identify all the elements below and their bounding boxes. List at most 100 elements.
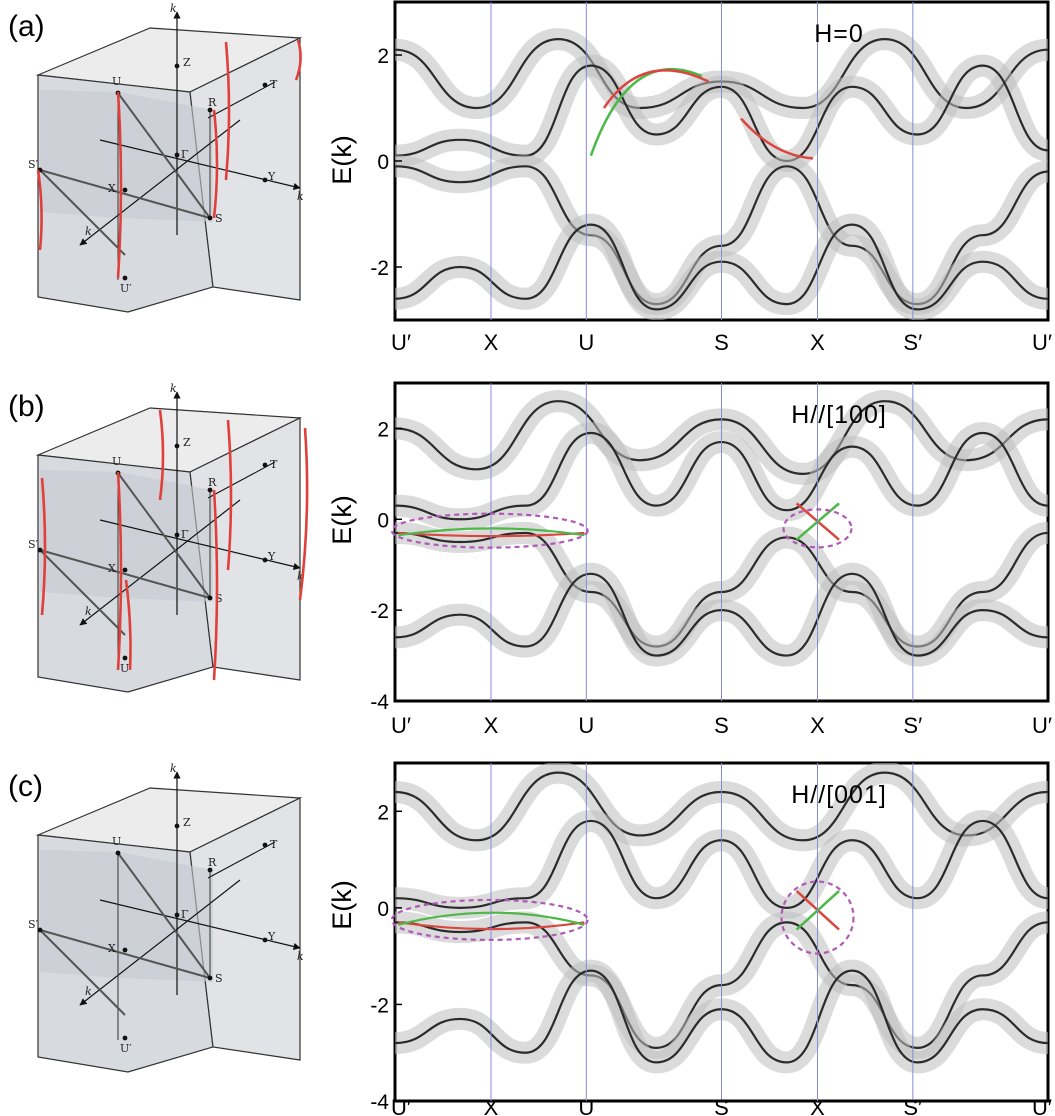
- bz-point-dot: [207, 867, 213, 873]
- bz-point-x: X: [108, 942, 116, 955]
- bz-point-dot: [262, 842, 268, 848]
- bz-point-dot: [207, 215, 213, 221]
- band-plot: H//[001] 2 0 -2 -4 E(k) U′ X U S X S′ U′: [327, 761, 1052, 1116]
- band-plot: H//[100] 2 0 -2 -4 E(k) U′ X U S X S′ U′: [327, 381, 1052, 738]
- brillouin-zone-diagrams: (a) k Z T U R Γ Yk S′ X Sk U′ (b) k Z T U R Γ Yk S′ X Sk U′ (c) k…: [8, 2, 309, 1073]
- k-point-label: X: [810, 330, 825, 355]
- cube-inner-plane: [40, 470, 213, 602]
- highlight-ellipse: [782, 508, 853, 549]
- nodal-line: [298, 427, 309, 601]
- band-line: [395, 819, 1048, 909]
- bz-point-dot: [174, 63, 180, 69]
- k-point-label: U: [578, 713, 594, 738]
- bz-point-dot: [262, 937, 268, 943]
- k-point-label: S: [714, 1095, 729, 1116]
- bz-point-z: Z: [183, 56, 191, 69]
- bz-point-uprime: U′: [120, 282, 132, 295]
- bz-point-dot: [174, 152, 180, 158]
- nodal-line: [226, 419, 233, 571]
- k-point-label: X: [484, 330, 499, 355]
- y-tick-label: -2: [370, 257, 389, 280]
- bz-point-dot: [262, 177, 268, 183]
- bz-point-y: Y: [267, 930, 276, 943]
- gamma-t-line: [207, 841, 276, 879]
- y-tick-label: 2: [377, 801, 389, 824]
- band-line: [395, 223, 1048, 311]
- bz-point-dot: [207, 595, 213, 601]
- bz-point-dot: [122, 947, 128, 953]
- field-label: H=0: [814, 20, 864, 48]
- k-point-label: X: [810, 713, 825, 738]
- bz-point-dot: [207, 975, 213, 981]
- bz-point-x: X: [108, 182, 116, 195]
- panel-label: (b): [8, 390, 45, 423]
- bz-point-dot: [122, 187, 128, 193]
- y-tick-label: -2: [370, 600, 389, 623]
- y-tick-label: 0: [377, 898, 389, 921]
- bz-point-r: R: [208, 476, 217, 489]
- k-point-label: U′: [1032, 713, 1052, 738]
- bz-point-dot: [37, 927, 43, 933]
- u-s-line: [117, 472, 211, 599]
- bz-point-dot: [174, 532, 180, 538]
- k-point-label: S: [714, 713, 729, 738]
- y-tick-label: -4: [370, 691, 389, 714]
- gamma-t-line: [207, 461, 276, 499]
- nodal-line: [116, 91, 123, 279]
- ky-axis-label: k: [297, 190, 304, 203]
- bz-point-s: S: [215, 972, 223, 985]
- y-axis-label: E(k): [327, 880, 357, 930]
- bz-point-u: U: [112, 835, 121, 848]
- y-tick-label: -2: [370, 994, 389, 1017]
- gamma-t-line: [207, 81, 276, 119]
- bz-point-z: Z: [183, 436, 191, 449]
- bz-point-s: S: [215, 592, 223, 605]
- nodal-line: [124, 579, 132, 671]
- k-point-label: U′: [391, 330, 411, 355]
- nodal-line: [224, 41, 231, 181]
- bz-point-sprime: S′: [28, 918, 39, 931]
- bz-point-dot: [115, 850, 121, 856]
- bz-point-sprime: S′: [28, 158, 39, 171]
- sprime-s-line: [39, 169, 211, 219]
- y-tick-label: 2: [377, 418, 389, 441]
- y-axis-label: E(k): [327, 495, 357, 545]
- field-label: H//[100]: [791, 401, 887, 429]
- kx-axis-label: k: [85, 605, 92, 618]
- highlight-ellipse: [390, 898, 589, 942]
- highlight-ellipse: [780, 880, 855, 955]
- k-point-label: S′: [903, 330, 922, 355]
- panel-label: (c): [8, 770, 43, 803]
- kx-axis: [79, 119, 241, 246]
- sprime-s-line: [39, 549, 211, 599]
- bz-point-dot: [37, 547, 43, 553]
- ky-axis-label: k: [297, 950, 304, 963]
- k-point-label: U′: [391, 713, 411, 738]
- cube-side-face: [189, 797, 301, 1061]
- kx-axis-label: k: [85, 225, 92, 238]
- bz-point-gamma: Γ: [181, 908, 189, 921]
- kx-axis-label: k: [85, 985, 92, 998]
- ky-axis-label: k: [297, 570, 304, 583]
- bz-point-t: T: [270, 78, 278, 91]
- y-tick-label: -4: [370, 1091, 389, 1114]
- k-point-label: U: [578, 1095, 594, 1116]
- cube-inner-plane: [40, 850, 213, 982]
- bz-point-gamma: Γ: [181, 148, 189, 161]
- nodal-line: [36, 169, 43, 251]
- bz-point-r: R: [208, 96, 217, 109]
- band-line: [395, 431, 1048, 521]
- k-point-label: U′: [1032, 330, 1052, 355]
- y-tick-label: 0: [377, 151, 389, 174]
- y-tick-label: 2: [377, 45, 389, 68]
- surface-state-green: [398, 527, 585, 537]
- nodal-line: [40, 477, 47, 616]
- bz-point-dot: [174, 443, 180, 449]
- bz-point-r: R: [208, 856, 217, 869]
- surface-state-red: [398, 921, 585, 931]
- k-point-label: S: [714, 330, 729, 355]
- bz-point-dot: [207, 107, 213, 113]
- k-point-label: U′: [391, 1095, 411, 1116]
- bz-point-gamma: Γ: [181, 528, 189, 541]
